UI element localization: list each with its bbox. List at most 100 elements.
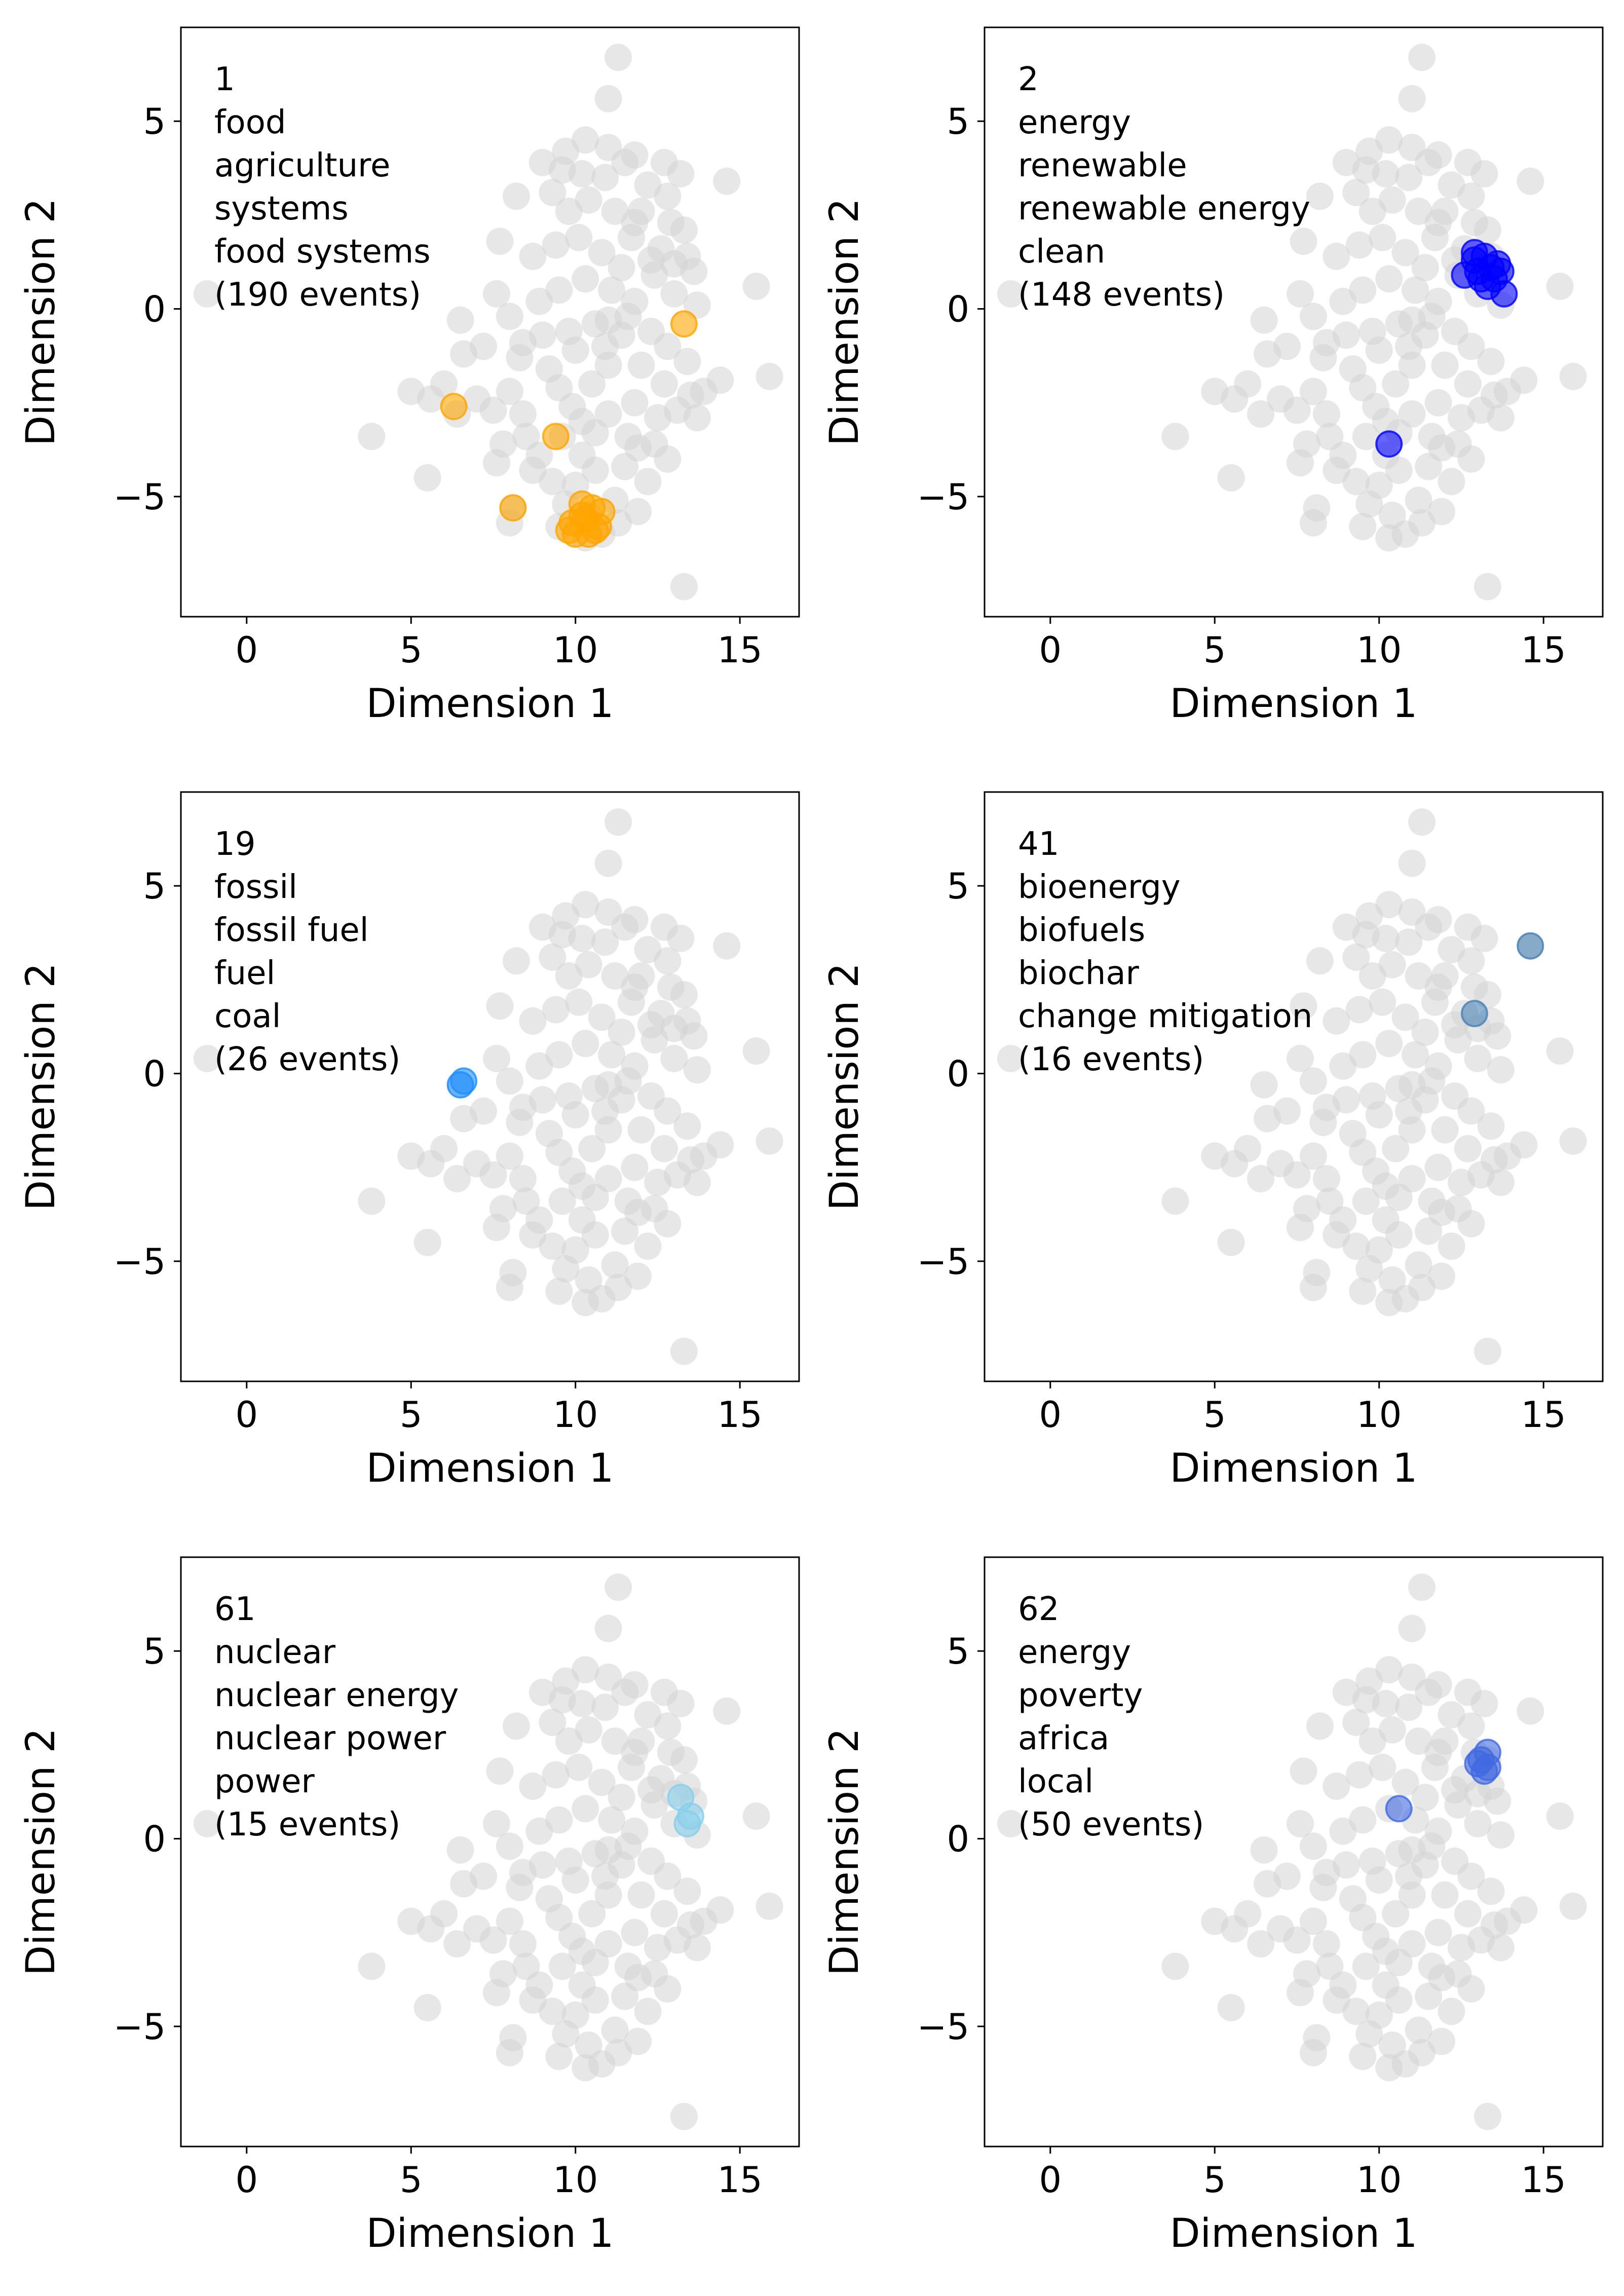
background-point xyxy=(690,1142,717,1170)
background-point xyxy=(588,239,616,267)
background-point xyxy=(673,242,701,270)
background-point xyxy=(1349,1904,1377,1932)
background-point xyxy=(1234,1900,1262,1928)
background-point xyxy=(1457,445,1485,473)
background-point xyxy=(1299,1907,1327,1935)
background-point xyxy=(1405,1251,1432,1279)
x-tick-label: 5 xyxy=(1203,1394,1226,1436)
background-point xyxy=(1299,303,1327,330)
x-tick-label: 10 xyxy=(1356,1394,1402,1436)
background-point xyxy=(621,141,649,169)
x-tick-label: 0 xyxy=(236,1394,258,1436)
background-point xyxy=(673,1007,701,1035)
background-point xyxy=(690,378,717,405)
x-tick-label: 10 xyxy=(1356,2159,1402,2201)
background-point xyxy=(413,464,441,492)
background-point xyxy=(1312,400,1340,428)
x-tick-label: 0 xyxy=(1039,1394,1062,1436)
x-axis-label: Dimension 1 xyxy=(366,2211,614,2256)
background-point xyxy=(450,1870,478,1898)
background-point xyxy=(1398,1664,1426,1691)
background-point xyxy=(568,407,596,435)
background-point xyxy=(1323,1772,1350,1800)
cluster-point xyxy=(1517,932,1544,960)
background-point xyxy=(1323,1986,1350,2014)
background-point xyxy=(578,1135,606,1162)
background-point xyxy=(1457,332,1485,360)
background-point xyxy=(997,1810,1025,1837)
background-point xyxy=(1306,947,1334,975)
y-tick-label: −5 xyxy=(114,2006,166,2048)
background-point xyxy=(1415,1217,1443,1245)
background-point xyxy=(756,1892,783,1920)
y-tick-label: 5 xyxy=(947,865,969,907)
background-point xyxy=(581,457,609,484)
background-point xyxy=(1342,178,1370,206)
background-point xyxy=(713,1697,741,1725)
cluster-annotation-line: nuclear power xyxy=(214,1720,446,1757)
background-point xyxy=(1323,457,1350,484)
background-point xyxy=(1352,1187,1380,1215)
cluster-annotation-line: (26 events) xyxy=(214,1041,400,1078)
background-point xyxy=(621,1739,649,1766)
background-point xyxy=(539,1708,566,1736)
background-point xyxy=(413,1228,441,1256)
background-point xyxy=(1299,1142,1327,1170)
background-point xyxy=(1254,1105,1281,1133)
background-point xyxy=(1250,1071,1278,1099)
x-tick-label: 5 xyxy=(400,2159,423,2201)
points-layer xyxy=(193,44,783,600)
cluster-annotation-line: energy xyxy=(1018,1634,1131,1671)
background-point xyxy=(1378,2031,1406,2059)
background-point xyxy=(555,962,583,990)
background-point xyxy=(552,137,580,165)
background-point xyxy=(654,1210,682,1237)
background-point xyxy=(1424,1739,1452,1766)
background-point xyxy=(565,988,593,1016)
background-point xyxy=(1474,216,1501,244)
y-tick-label: −5 xyxy=(114,1241,166,1283)
axes-frame xyxy=(984,26,1604,618)
y-tick-label: 0 xyxy=(947,1819,969,1860)
cluster-point xyxy=(1474,1753,1501,1781)
background-point xyxy=(614,1952,642,1980)
background-point xyxy=(552,1255,580,1283)
background-point xyxy=(545,276,573,304)
background-point xyxy=(1398,134,1426,161)
background-point xyxy=(1299,1067,1327,1095)
background-point xyxy=(1418,1187,1446,1215)
background-point xyxy=(496,1142,523,1170)
background-point xyxy=(1477,348,1505,375)
background-point xyxy=(1290,992,1317,1020)
background-point xyxy=(1372,924,1400,952)
background-point xyxy=(591,1862,619,1890)
background-point xyxy=(483,1810,510,1837)
background-point xyxy=(756,362,783,390)
cluster-point xyxy=(499,494,527,522)
background-point xyxy=(561,1101,589,1129)
background-point xyxy=(601,1251,629,1279)
background-point xyxy=(509,1930,537,1958)
background-point xyxy=(673,1112,701,1140)
background-point xyxy=(614,1187,642,1215)
background-point xyxy=(555,1727,583,1755)
background-point xyxy=(1161,1187,1189,1215)
background-point xyxy=(690,1907,717,1935)
background-point xyxy=(519,242,547,270)
background-point xyxy=(621,209,649,237)
cluster-annotation-line: (15 events) xyxy=(214,1806,400,1843)
background-point xyxy=(1349,1139,1377,1166)
background-point xyxy=(575,1266,602,1294)
background-point xyxy=(1349,374,1377,402)
background-point xyxy=(637,246,665,274)
cluster-point xyxy=(1375,430,1403,458)
x-tick-label: 10 xyxy=(553,629,598,671)
x-tick-label: 0 xyxy=(236,629,258,671)
background-point xyxy=(670,981,698,1008)
background-point xyxy=(1217,1228,1245,1256)
background-point xyxy=(1234,370,1262,398)
background-point xyxy=(545,2043,573,2071)
cluster-point xyxy=(450,1067,478,1095)
background-point xyxy=(1559,362,1587,390)
